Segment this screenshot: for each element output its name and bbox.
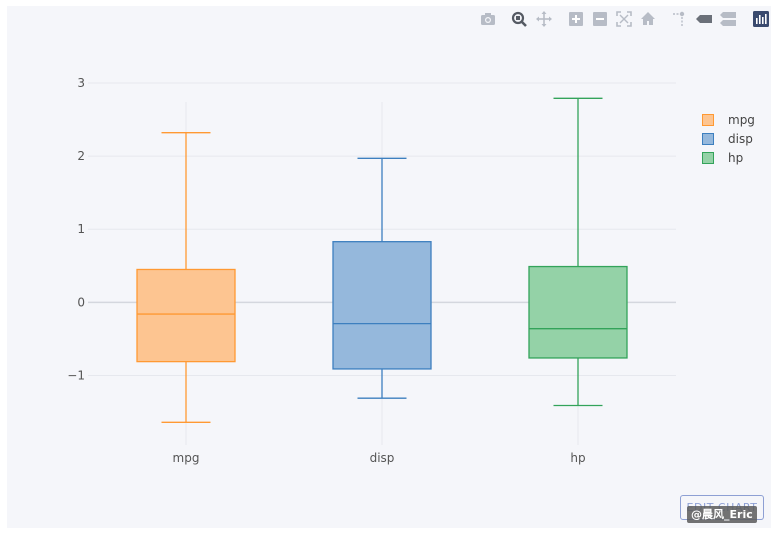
watermark: @晨风_Eric — [687, 506, 757, 523]
y-axis-ticks: −1 0 1 2 3 — [67, 76, 85, 383]
y-tick-label: 3 — [77, 76, 85, 90]
legend-swatch — [702, 152, 714, 164]
zoom-icon[interactable] — [509, 9, 529, 29]
y-tick-label: −1 — [67, 369, 85, 383]
x-tick-label: hp — [570, 451, 585, 465]
box-hp — [528, 97, 628, 407]
legend-swatch — [702, 114, 714, 126]
legend-label: mpg — [728, 113, 755, 127]
camera-icon[interactable] — [478, 9, 498, 29]
boxes — [136, 97, 628, 423]
iqr-box — [332, 241, 432, 370]
iqr-box — [136, 268, 236, 363]
spike-lines-icon[interactable] — [670, 9, 690, 29]
pan-icon[interactable] — [534, 9, 554, 29]
x-tick-label: disp — [370, 451, 395, 465]
y-tick-label: 1 — [77, 222, 85, 236]
legend-label: disp — [728, 132, 753, 146]
hover-closest-icon[interactable] — [694, 9, 714, 29]
legend-label: hp — [728, 151, 744, 165]
home-icon[interactable] — [638, 9, 658, 29]
x-tick-label: mpg — [173, 451, 200, 465]
y-tick-label: 0 — [77, 295, 85, 309]
plotly-logo-icon[interactable] — [751, 9, 771, 29]
zoom-in-icon[interactable] — [566, 9, 586, 29]
hover-compare-icon[interactable] — [718, 9, 738, 29]
autoscale-icon[interactable] — [614, 9, 634, 29]
y-tick-label: 2 — [77, 149, 85, 163]
legend-swatch — [702, 133, 714, 145]
x-axis-ticks: mpg disp hp — [173, 451, 586, 465]
iqr-box — [528, 265, 628, 359]
box-mpg — [136, 132, 236, 423]
zoom-out-icon[interactable] — [590, 9, 610, 29]
box-disp — [332, 157, 432, 399]
